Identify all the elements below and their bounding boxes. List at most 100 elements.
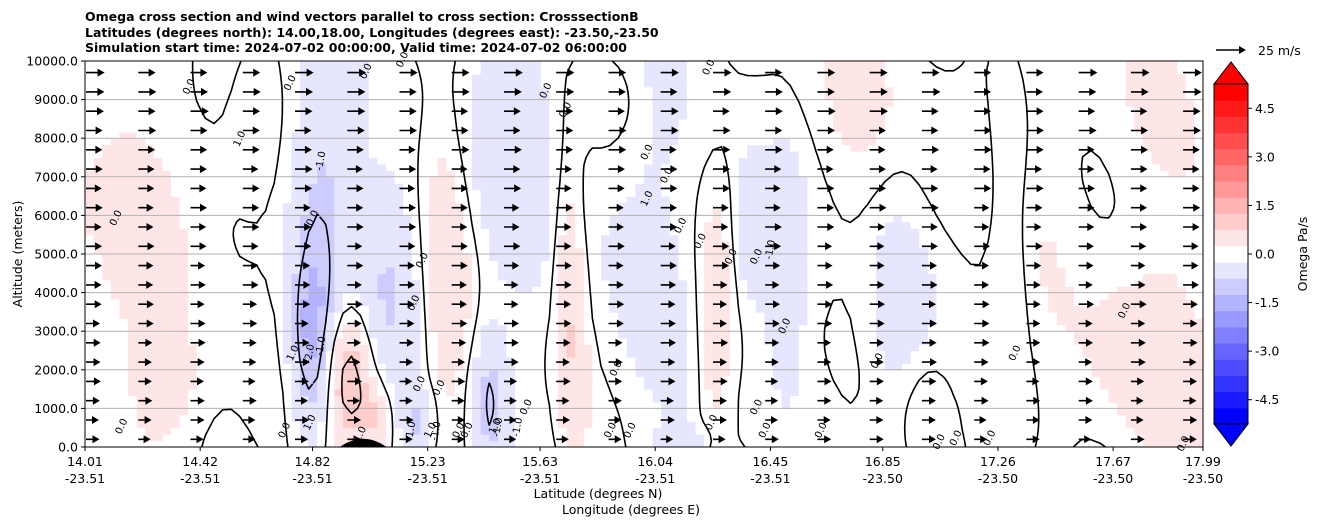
field-cell [1194, 202, 1203, 210]
field-cell [429, 318, 439, 326]
field-cell [1082, 389, 1092, 397]
field-cell [351, 389, 361, 397]
field-cell [480, 337, 490, 345]
field-cell [214, 434, 224, 442]
field-cell [351, 401, 361, 409]
field-cell [205, 318, 215, 326]
field-cell [214, 279, 224, 287]
field-cell [601, 401, 611, 409]
field-cell [497, 254, 507, 262]
field-cell [282, 202, 292, 210]
field-cell [196, 376, 206, 384]
field-cell [291, 427, 301, 435]
field-cell [179, 434, 189, 442]
field-cell [325, 228, 335, 236]
field-cell [411, 408, 421, 416]
field-cell [721, 331, 731, 339]
field-cell [678, 286, 688, 294]
field-cell [747, 382, 757, 390]
field-cell [790, 427, 800, 435]
field-cell [317, 421, 327, 429]
field-cell [343, 241, 353, 249]
field-cell [394, 414, 404, 422]
field-cell [773, 208, 783, 216]
field-cell [248, 344, 258, 352]
field-cell [110, 344, 120, 352]
field-cell [712, 254, 722, 262]
field-cell [876, 228, 886, 236]
field-cell [816, 299, 826, 307]
field-cell [1185, 241, 1195, 249]
field-cell [798, 376, 808, 384]
field-cell [936, 234, 946, 242]
field-cell [110, 369, 120, 377]
field-cell [1074, 215, 1084, 223]
field-cell [1117, 401, 1127, 409]
field-cell [515, 273, 525, 281]
field-cell [695, 363, 705, 371]
field-cell [893, 208, 903, 216]
field-cell [910, 228, 920, 236]
field-cell [454, 369, 464, 377]
field-cell [334, 369, 344, 377]
field-cell [687, 299, 697, 307]
field-cell [902, 221, 912, 229]
field-cell [1194, 363, 1203, 371]
field-cell [429, 234, 439, 242]
field-cell [1151, 395, 1161, 403]
field-cell [532, 331, 542, 339]
field-cell [437, 273, 447, 281]
field-cell [1013, 254, 1023, 262]
field-cell [824, 266, 834, 274]
field-cell [153, 414, 163, 422]
field-cell [136, 369, 146, 377]
field-cell [919, 344, 929, 352]
field-cell [721, 440, 731, 447]
field-cell [291, 279, 301, 287]
field-cell [110, 202, 120, 210]
field-cell [506, 260, 516, 268]
field-cell [1177, 266, 1187, 274]
field-cell [807, 215, 817, 223]
field-cell [695, 202, 705, 210]
field-cell [145, 305, 155, 313]
field-cell [876, 408, 886, 416]
field-cell [368, 273, 378, 281]
field-cell [884, 376, 894, 384]
field-cell [1117, 241, 1127, 249]
field-cell [1125, 266, 1135, 274]
field-cell [300, 234, 310, 242]
field-cell [910, 408, 920, 416]
field-cell [480, 311, 490, 319]
field-cell [953, 331, 963, 339]
field-cell [446, 221, 456, 229]
field-cell [644, 421, 654, 429]
field-cell [1117, 273, 1127, 281]
field-cell [953, 254, 963, 262]
field-cell [360, 311, 370, 319]
field-cell [1099, 279, 1109, 287]
field-cell [988, 234, 998, 242]
field-cell [1005, 440, 1015, 447]
field-cell [730, 234, 740, 242]
field-cell [454, 324, 464, 332]
field-cell [721, 376, 731, 384]
field-cell [601, 395, 611, 403]
field-cell [988, 434, 998, 442]
field-cell [927, 215, 937, 223]
field-cell [884, 241, 894, 249]
field-cell [859, 208, 869, 216]
field-cell [773, 369, 783, 377]
field-cell [953, 215, 963, 223]
field-cell [867, 247, 877, 255]
field-cell [360, 401, 370, 409]
field-cell [437, 266, 447, 274]
field-cell [257, 427, 267, 435]
field-cell [411, 337, 421, 345]
field-cell [1151, 292, 1161, 300]
field-cell [437, 414, 447, 422]
field-cell [1048, 324, 1058, 332]
field-cell [257, 260, 267, 268]
field-cell [807, 376, 817, 384]
field-cell [626, 331, 636, 339]
